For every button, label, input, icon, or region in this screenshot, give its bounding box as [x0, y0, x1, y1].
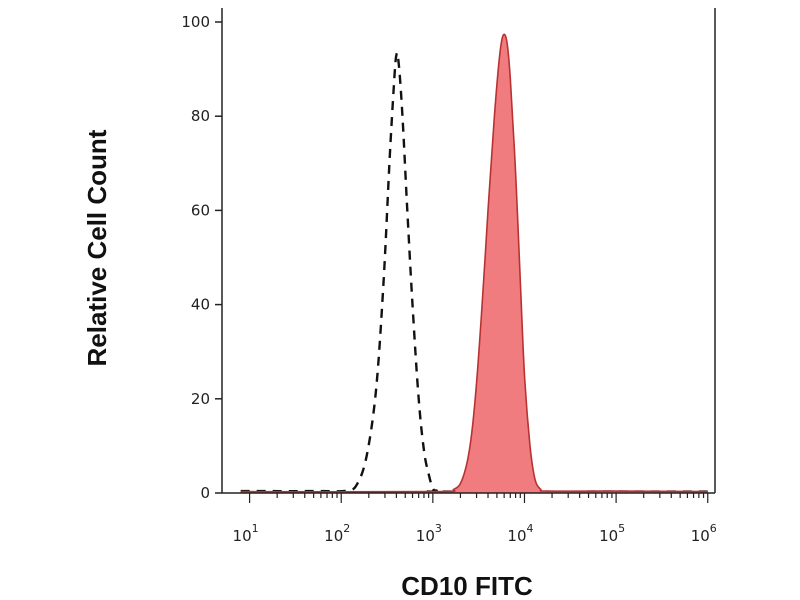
x-tick-exponent: 4	[527, 522, 534, 535]
x-tick-label: 105	[599, 522, 625, 545]
x-tick-base: 10	[599, 527, 618, 545]
x-axis-title: CD10 FITC	[401, 571, 533, 600]
x-tick-label: 102	[324, 522, 350, 545]
x-tick-label: 103	[416, 522, 442, 545]
y-axis-title: Relative Cell Count	[82, 129, 112, 366]
y-tick-label: 0	[200, 484, 210, 502]
y-tick-label: 20	[191, 390, 210, 408]
x-tick-exponent: 3	[435, 522, 442, 535]
x-tick-base: 10	[233, 527, 252, 545]
x-tick-exponent: 1	[252, 522, 259, 535]
x-tick-label: 101	[233, 522, 259, 545]
x-tick-exponent: 2	[343, 522, 350, 535]
x-tick-base: 10	[507, 527, 526, 545]
x-tick-label: 104	[507, 522, 533, 545]
y-tick-label: 100	[181, 13, 210, 31]
x-tick-label: 106	[691, 522, 717, 545]
sample-histogram-fill	[240, 34, 708, 494]
x-ticks: 101 102 103 104 105 106	[233, 493, 717, 545]
y-tick-label: 80	[191, 107, 210, 125]
control-histogram-dashed-line	[240, 51, 708, 493]
x-tick-exponent: 6	[710, 522, 717, 535]
sample-histogram-outline	[240, 33, 708, 493]
y-ticks: 0 20 40 60 80 100	[181, 13, 222, 502]
y-tick-label: 40	[191, 296, 210, 314]
y-tick-label: 60	[191, 201, 210, 219]
x-tick-base: 10	[324, 527, 343, 545]
x-tick-base: 10	[416, 527, 435, 545]
x-tick-exponent: 5	[618, 522, 625, 535]
plot-area	[240, 33, 708, 494]
x-tick-base: 10	[691, 527, 710, 545]
